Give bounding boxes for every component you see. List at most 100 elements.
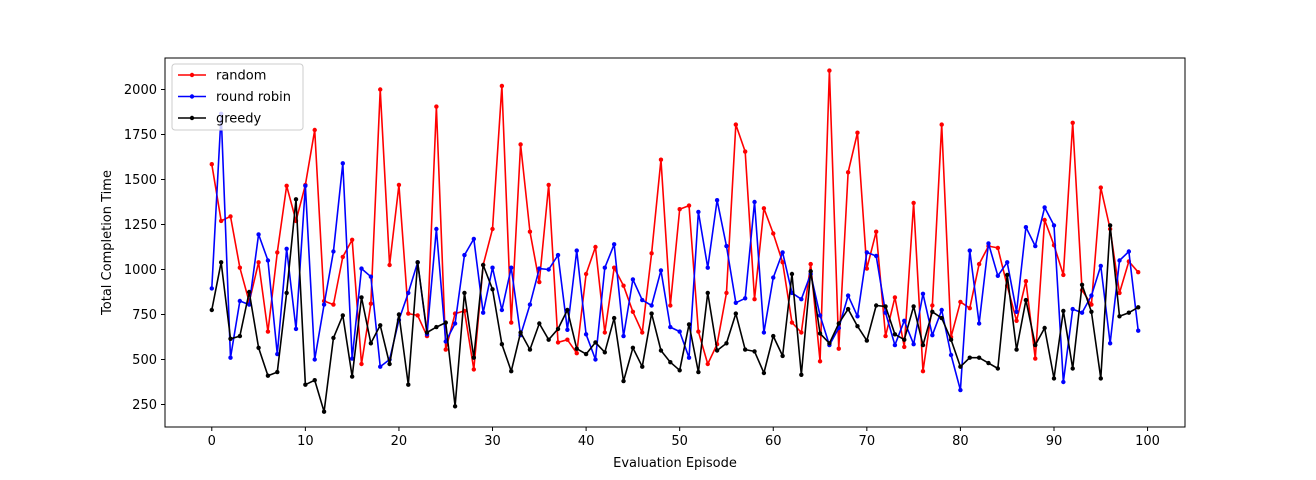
data-point [817, 359, 823, 364]
data-point [1014, 347, 1019, 352]
data-point [958, 364, 963, 369]
data-point [1089, 309, 1094, 314]
data-point [714, 348, 720, 353]
data-point [471, 236, 477, 242]
data-point [256, 260, 261, 265]
x-axis-label: Evaluation Episode [613, 456, 737, 471]
data-point [574, 351, 579, 356]
data-point [602, 265, 608, 270]
data-point [1061, 308, 1066, 314]
data-point [434, 324, 439, 330]
data-point [574, 248, 579, 253]
data-point [452, 404, 458, 409]
x-tick-label: 100 [1135, 434, 1160, 449]
data-point [930, 309, 935, 314]
data-point [873, 253, 879, 259]
data-point [976, 321, 982, 326]
data-point [228, 214, 233, 219]
data-point [527, 229, 533, 234]
plot-area [165, 58, 1185, 427]
data-point [546, 182, 551, 188]
data-point [827, 68, 832, 73]
data-point [406, 382, 411, 387]
data-point [265, 329, 271, 334]
x-tick-label: 0 [208, 434, 216, 449]
data-point [1005, 260, 1010, 265]
y-tick-label: 500 [132, 353, 157, 368]
data-point [1107, 223, 1113, 228]
data-point [1033, 243, 1038, 249]
data-point [930, 303, 935, 308]
data-point [555, 340, 561, 345]
data-point [565, 327, 570, 332]
data-point [1098, 263, 1103, 269]
data-point [415, 313, 420, 318]
data-point [808, 261, 813, 267]
data-point [611, 265, 617, 270]
data-point [237, 265, 243, 270]
legend-marker [189, 115, 195, 121]
data-point [1023, 279, 1029, 284]
data-point [1136, 305, 1141, 310]
x-tick-label: 30 [484, 434, 501, 449]
data-point [836, 321, 841, 326]
data-point [967, 306, 972, 311]
x-tick-label: 50 [671, 434, 688, 449]
data-point [434, 104, 439, 109]
data-point [873, 303, 879, 308]
data-point [611, 242, 617, 247]
data-point [677, 207, 682, 212]
data-point [387, 361, 392, 367]
data-point [593, 340, 598, 345]
data-point [621, 283, 626, 288]
data-point [509, 369, 514, 374]
data-point [602, 350, 608, 355]
data-point [658, 348, 664, 353]
series-line-random [211, 69, 1139, 373]
x-tick-label: 70 [859, 434, 876, 449]
data-point [752, 199, 757, 205]
data-point [1070, 366, 1075, 371]
x-tick-label: 80 [952, 434, 969, 449]
y-tick-label: 1250 [124, 218, 157, 233]
data-point [761, 206, 767, 211]
data-point [312, 357, 317, 362]
data-point [462, 290, 467, 296]
data-point [434, 226, 439, 232]
data-point [752, 297, 757, 302]
data-point [771, 231, 776, 236]
data-point [275, 351, 280, 357]
data-point [378, 323, 383, 328]
data-point [1070, 120, 1075, 126]
data-point [1117, 258, 1122, 263]
data-point [546, 337, 551, 342]
data-point [892, 332, 898, 337]
data-point [331, 302, 336, 307]
data-point [986, 241, 991, 246]
data-point [537, 266, 542, 271]
data-point [649, 311, 654, 316]
data-point [443, 347, 448, 352]
data-point [742, 296, 748, 301]
data-point [546, 267, 551, 272]
data-point [883, 333, 888, 339]
data-point [378, 87, 383, 92]
data-point [284, 290, 289, 296]
data-point [799, 372, 804, 377]
data-point [630, 309, 636, 314]
data-point [359, 361, 364, 367]
data-point [303, 183, 308, 188]
data-point [630, 277, 636, 282]
data-point [443, 339, 448, 344]
data-point [724, 341, 729, 346]
data-point [995, 366, 1001, 371]
data-point [1089, 302, 1094, 307]
data-point [368, 341, 374, 346]
data-point [209, 286, 214, 291]
x-tick-label: 60 [765, 434, 782, 449]
data-point [930, 333, 935, 338]
data-point [499, 83, 505, 89]
data-point [1042, 325, 1047, 331]
data-point [640, 330, 645, 335]
